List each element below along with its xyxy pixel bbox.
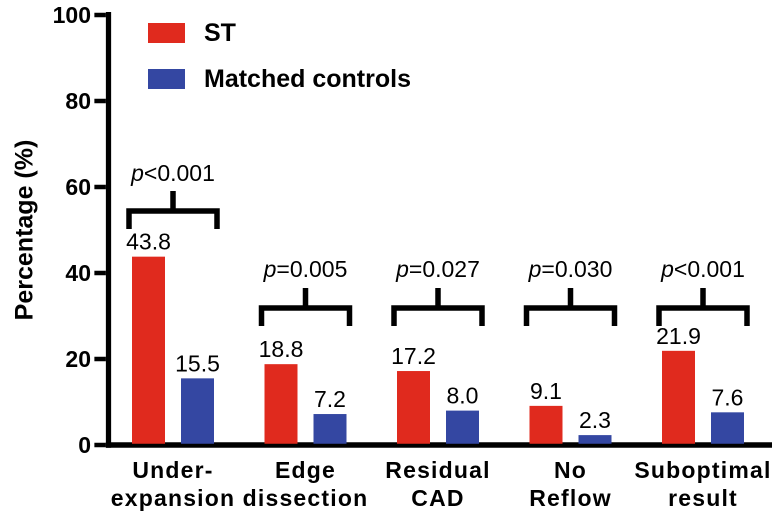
- x-axis-category-label: dissection: [243, 485, 369, 511]
- bar-matched-controls: [181, 378, 214, 444]
- bar-matched-controls: [711, 412, 744, 444]
- bar-value-label: 18.8: [259, 336, 304, 362]
- bar-value-label: 21.9: [656, 323, 701, 349]
- x-axis-category-label: No: [554, 457, 587, 483]
- significance-bracket: [523, 305, 618, 326]
- bar-value-label: 8.0: [447, 383, 479, 409]
- x-axis-category-label: CAD: [411, 485, 464, 511]
- y-axis-tick-label: 20: [65, 346, 91, 372]
- p-value-label: p<0.001: [660, 256, 745, 282]
- y-axis-tick: [94, 12, 106, 18]
- y-axis-tick-label: 40: [65, 260, 91, 286]
- y-axis-tick: [94, 270, 106, 276]
- p-value-label: p=0.005: [263, 256, 348, 282]
- bar-matched-controls: [446, 410, 479, 444]
- y-axis-tick: [94, 184, 106, 190]
- x-axis-category-label: Under-: [132, 457, 213, 483]
- bar-st: [662, 350, 695, 444]
- bar-st: [529, 405, 563, 444]
- legend-swatch-matched-controls: [148, 69, 185, 89]
- x-axis-category-label: Edge: [275, 457, 336, 483]
- significance-bracket-stem: [435, 288, 441, 308]
- significance-bracket: [258, 305, 353, 326]
- bar-value-label: 17.2: [391, 343, 436, 369]
- y-axis-title: Percentage (%): [10, 139, 39, 321]
- legend-swatch-st: [148, 23, 185, 43]
- x-axis-category-label: Suboptimal: [634, 457, 771, 483]
- legend: ST Matched controls: [148, 19, 411, 115]
- x-axis-category-label: result: [668, 485, 738, 511]
- legend-item-st: ST: [148, 19, 411, 47]
- y-axis-tick-label: 0: [78, 432, 91, 458]
- bar-st: [264, 364, 298, 444]
- p-value-label: p=0.027: [395, 256, 480, 282]
- legend-item-matched-controls: Matched controls: [148, 65, 411, 93]
- y-axis-tick: [94, 356, 106, 362]
- y-axis-tick-label: 60: [65, 174, 91, 200]
- y-axis-line: [105, 12, 112, 448]
- legend-label-st: ST: [204, 19, 236, 47]
- x-axis-category-label: expansion: [111, 485, 236, 511]
- bar-value-label: 43.8: [126, 229, 171, 255]
- significance-bracket-stem: [700, 288, 706, 308]
- bar-st: [132, 256, 165, 444]
- y-axis-tick: [94, 442, 106, 448]
- bar-value-label: 2.3: [579, 407, 611, 433]
- significance-bracket-stem: [302, 288, 309, 308]
- y-axis-tick-label: 100: [53, 2, 91, 28]
- x-axis-category-label: Residual: [385, 457, 490, 483]
- bar-value-label: 7.2: [314, 386, 346, 412]
- bar-matched-controls: [578, 435, 612, 444]
- bar-value-label: 7.6: [712, 384, 744, 410]
- legend-label-matched-controls: Matched controls: [204, 65, 411, 93]
- bar-value-label: 15.5: [175, 350, 220, 376]
- x-axis-line: [105, 442, 772, 448]
- bar-value-label: 9.1: [530, 378, 562, 404]
- significance-bracket-stem: [567, 288, 574, 308]
- significance-bracket: [391, 305, 485, 326]
- y-axis-tick-label: 80: [65, 88, 91, 114]
- bar-st: [397, 371, 430, 444]
- p-value-label: p<0.001: [130, 160, 215, 186]
- bar-matched-controls: [313, 414, 347, 444]
- p-value-label: p=0.030: [528, 256, 613, 282]
- significance-bracket-stem: [170, 191, 176, 211]
- x-axis-category-label: Reflow: [529, 485, 612, 511]
- y-axis-tick: [94, 98, 106, 104]
- significance-bracket: [126, 208, 220, 229]
